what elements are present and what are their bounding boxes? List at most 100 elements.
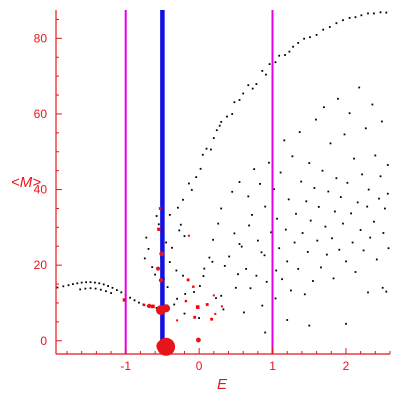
data-point xyxy=(323,106,325,109)
data-point xyxy=(205,147,208,150)
data-point xyxy=(133,299,136,302)
data-point xyxy=(251,214,253,216)
data-point xyxy=(168,214,171,216)
red-marker xyxy=(193,315,197,319)
data-point xyxy=(116,289,118,291)
data-point xyxy=(367,188,370,191)
data-point xyxy=(278,247,281,250)
data-point xyxy=(316,239,319,242)
data-point xyxy=(303,37,305,40)
data-point xyxy=(328,26,331,28)
red-marker xyxy=(186,278,190,282)
data-point xyxy=(166,286,169,288)
data-point xyxy=(242,92,245,95)
data-point xyxy=(259,183,261,185)
data-point xyxy=(348,112,351,115)
data-point xyxy=(300,180,303,183)
data-point xyxy=(332,277,335,280)
data-point xyxy=(264,331,267,334)
data-point xyxy=(233,232,236,235)
data-point xyxy=(212,137,215,139)
data-point xyxy=(247,84,250,87)
data-point xyxy=(99,288,102,291)
data-point xyxy=(308,162,311,164)
data-point xyxy=(281,278,283,281)
data-point xyxy=(337,97,339,100)
y-tick-label: 40 xyxy=(34,183,48,197)
data-point xyxy=(321,169,324,172)
red-marker xyxy=(196,337,201,343)
y-tick-label: 80 xyxy=(34,31,48,45)
data-point xyxy=(263,254,266,257)
data-point xyxy=(157,223,160,226)
data-point xyxy=(358,86,361,89)
red-marker xyxy=(122,298,126,302)
data-point xyxy=(255,83,258,85)
data-point xyxy=(339,196,342,198)
data-point xyxy=(188,182,190,185)
data-point xyxy=(359,229,362,231)
data-point xyxy=(203,267,206,270)
data-point xyxy=(379,175,382,178)
data-point xyxy=(273,188,275,191)
data-point xyxy=(276,217,278,220)
data-point xyxy=(253,168,256,170)
data-point xyxy=(176,297,178,300)
data-point xyxy=(238,243,241,245)
data-point xyxy=(231,113,234,115)
data-point xyxy=(154,273,156,276)
data-point xyxy=(346,181,349,184)
data-point xyxy=(369,236,372,239)
data-point xyxy=(183,312,186,315)
data-point xyxy=(385,290,388,293)
data-point xyxy=(175,269,178,272)
data-point xyxy=(222,308,225,311)
data-point xyxy=(335,22,338,25)
data-point xyxy=(249,287,252,290)
data-point xyxy=(317,206,320,208)
data-point xyxy=(184,293,187,295)
data-point xyxy=(343,133,346,136)
data-point xyxy=(143,257,146,260)
data-point xyxy=(238,181,241,183)
data-point xyxy=(178,229,181,232)
data-point xyxy=(315,34,318,36)
red-marker xyxy=(210,317,213,321)
red-marker xyxy=(156,340,169,353)
data-point xyxy=(199,285,201,287)
data-point xyxy=(182,198,184,201)
red-marker xyxy=(157,227,161,231)
red-marker xyxy=(159,251,165,257)
data-point xyxy=(193,291,195,293)
data-point xyxy=(295,212,297,215)
x-tick-label: -1 xyxy=(120,359,131,373)
data-point xyxy=(345,322,347,325)
data-point xyxy=(324,225,327,228)
data-point xyxy=(251,87,254,90)
data-point xyxy=(360,14,363,17)
data-point xyxy=(329,142,332,145)
x-axis-title: E xyxy=(217,376,228,393)
data-point xyxy=(361,173,363,176)
data-point xyxy=(385,11,388,14)
data-point xyxy=(220,294,223,297)
red-marker xyxy=(176,319,179,322)
data-point xyxy=(217,222,220,225)
data-point xyxy=(76,282,79,285)
red-marker xyxy=(212,294,215,297)
data-point xyxy=(265,280,268,283)
data-point xyxy=(211,260,214,263)
data-point xyxy=(247,195,250,198)
data-point xyxy=(364,127,367,130)
data-point xyxy=(322,28,325,31)
data-point xyxy=(220,207,223,210)
data-point xyxy=(85,281,87,284)
x-tick-label: 0 xyxy=(196,359,203,373)
data-point xyxy=(384,207,386,210)
data-point xyxy=(354,16,357,19)
data-point xyxy=(220,121,223,123)
data-point xyxy=(198,317,200,319)
data-point xyxy=(233,101,236,104)
data-point xyxy=(274,297,277,300)
data-point xyxy=(268,63,271,65)
